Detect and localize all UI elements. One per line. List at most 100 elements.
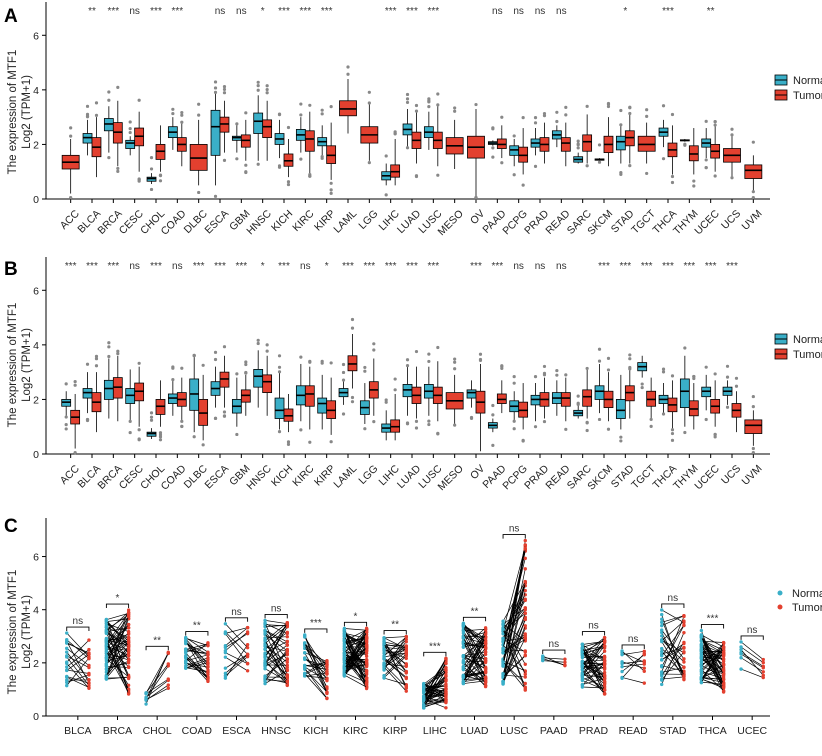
category-group-coad: COAD *** — [159, 6, 189, 238]
tumor-point — [206, 679, 210, 684]
tumor-point — [404, 652, 408, 656]
normal-point — [382, 657, 386, 661]
tumor-point — [126, 614, 131, 618]
significance-label: *** — [363, 261, 375, 272]
category-group-thca: THCA *** — [698, 614, 727, 737]
y-tick-label: 4 — [33, 85, 39, 97]
tumor-point — [682, 650, 686, 654]
pair-line — [621, 661, 645, 669]
tumor-outlier — [453, 423, 457, 427]
normal-outlier — [491, 155, 495, 159]
x-tick-label: LUAD — [460, 725, 488, 737]
tumor-point — [721, 682, 726, 686]
pair-line — [740, 641, 764, 660]
tumor-outlier — [478, 358, 483, 363]
pair-line — [423, 691, 447, 699]
normal-point — [263, 651, 267, 655]
pair-line — [145, 663, 169, 693]
significance-label: ns — [588, 621, 599, 632]
pair-line — [502, 546, 526, 632]
normal-point — [580, 659, 585, 664]
normal-outlier — [107, 345, 111, 349]
significance-bracket — [661, 603, 685, 608]
normal-point — [739, 656, 743, 660]
pair-line — [185, 657, 209, 680]
pair-line — [383, 649, 407, 659]
tumor-outlier — [94, 357, 99, 361]
normal-outlier — [64, 427, 68, 431]
tumor-point — [721, 667, 726, 672]
normal-outlier — [619, 171, 623, 175]
x-tick-label: KIRC — [343, 725, 369, 737]
pair-line — [622, 663, 645, 668]
tumor-point — [761, 666, 765, 670]
tumor-point — [364, 636, 369, 641]
tumor-point — [721, 672, 726, 677]
category-group-luad: LUAD*** — [395, 261, 424, 491]
significance-label: *** — [107, 6, 119, 17]
normal-outlier — [299, 102, 303, 106]
tumor-outlier — [751, 451, 755, 455]
normal-point — [501, 627, 505, 631]
pair-line — [264, 649, 288, 680]
tumor-point — [761, 657, 765, 662]
normal-point — [461, 645, 466, 649]
tumor-outlier — [116, 169, 120, 174]
pair-line — [344, 640, 367, 667]
normal-outlier — [555, 368, 559, 373]
tumor-point — [721, 678, 726, 682]
pair-line — [661, 665, 685, 672]
significance-bracket — [700, 624, 725, 629]
pair-line — [423, 687, 447, 702]
pair-line — [661, 643, 685, 661]
tumor-point — [444, 656, 448, 661]
tumor-outlier — [414, 426, 419, 430]
pair-line — [701, 650, 724, 653]
normal-point — [342, 638, 347, 643]
tumor-point — [523, 608, 527, 612]
pair-line — [383, 666, 407, 692]
significance-label: *** — [385, 6, 397, 17]
normal-outlier — [171, 111, 175, 116]
x-tick-label: UCS — [719, 208, 743, 232]
tumor-outlier — [734, 376, 739, 380]
significance-label: * — [623, 6, 627, 17]
tumor-outlier — [308, 103, 312, 107]
tumor-point — [206, 677, 210, 681]
pair-line — [661, 615, 685, 626]
normal-outlier — [256, 84, 260, 88]
pair-line — [740, 653, 764, 669]
tumor-outlier — [116, 351, 120, 356]
normal-point — [580, 646, 585, 650]
tumor-box — [744, 419, 763, 434]
tumor-point — [602, 639, 607, 643]
tumor-point — [166, 651, 170, 655]
tumor-point — [364, 644, 369, 648]
significance-label: ns — [513, 6, 524, 17]
normal-outlier — [576, 394, 580, 398]
pair-line — [225, 627, 248, 646]
normal-outlier — [277, 112, 282, 116]
normal-point — [501, 646, 505, 650]
x-tick-label: LGG — [356, 463, 380, 487]
pair-line — [383, 664, 407, 688]
category-group-chol: CHOL*** — [138, 6, 167, 237]
pair-line — [185, 637, 209, 653]
normal-point — [263, 631, 267, 635]
pair-line — [582, 637, 605, 666]
normal-point — [303, 657, 307, 662]
category-group-ucec: UCEC ** — [692, 6, 722, 237]
normal-point — [144, 695, 148, 699]
category-group-blca: BLCA*** — [75, 261, 103, 491]
normal-outlier — [107, 354, 111, 359]
normal-outlier — [235, 432, 239, 437]
significance-bracket — [502, 534, 526, 539]
pair-line — [502, 629, 526, 688]
tumor-point — [563, 657, 567, 661]
normal-point — [263, 636, 267, 640]
tumor-outlier — [197, 113, 201, 117]
tumor-outlier — [222, 158, 227, 162]
normal-outlier — [384, 400, 388, 404]
significance-label: *** — [321, 6, 333, 17]
tumor-point — [404, 656, 408, 661]
